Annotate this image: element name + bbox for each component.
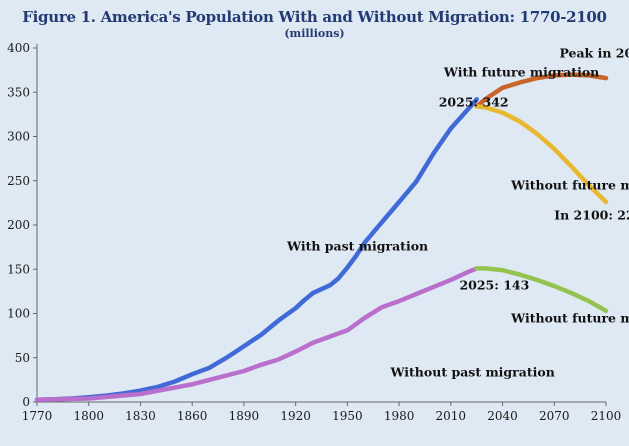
x-tick-label: 1800: [73, 409, 104, 423]
chart-subtitle: (millions): [284, 27, 345, 40]
x-tick-label: 1980: [384, 409, 415, 423]
y-tick-label: 400: [7, 41, 30, 55]
x-tick-label: 1890: [229, 409, 260, 423]
annotation-label: With future migration: [443, 64, 599, 79]
annotation-label: 2025: 342: [439, 94, 509, 109]
x-tick-label: 1770: [22, 409, 53, 423]
y-tick-label: 200: [7, 218, 30, 232]
annotation-label: Without past migration: [389, 364, 554, 379]
y-tick-label: 100: [7, 307, 30, 321]
y-tick-label: 150: [7, 262, 30, 276]
x-tick-label: 1920: [280, 409, 311, 423]
y-tick-label: 250: [7, 174, 30, 188]
series-line-without-future-migration-2: [474, 104, 609, 205]
chart-title: Figure 1. America's Population With and …: [22, 8, 607, 26]
y-tick-label: 50: [15, 351, 30, 365]
x-tick-label: 2040: [487, 409, 518, 423]
y-tick-label: 0: [22, 395, 30, 409]
annotation-label: In 2100: 226: [554, 208, 629, 223]
y-tick-label: 350: [7, 85, 30, 99]
x-tick-label: 2070: [539, 409, 570, 423]
series-line-with-future-migration-1: [474, 72, 609, 109]
y-tick-label: 300: [7, 130, 30, 144]
x-tick-label: 1830: [125, 409, 156, 423]
annotation-label: Without future migration: [510, 178, 629, 193]
x-tick-label: 2100: [591, 409, 622, 423]
series-line-without-past-migration-3: [34, 266, 479, 403]
x-tick-label: 1860: [177, 409, 208, 423]
x-tick-label: 1950: [332, 409, 363, 423]
x-tick-label: 2010: [436, 409, 467, 423]
annotation-label: Peak in 2080: 370: [559, 46, 629, 61]
series-line-without-future-migration-4: [474, 266, 609, 314]
annotation-label: With past migration: [286, 239, 428, 254]
annotation-label: 2025: 143: [459, 278, 529, 293]
annotation-label: Without future migration: [510, 310, 629, 325]
